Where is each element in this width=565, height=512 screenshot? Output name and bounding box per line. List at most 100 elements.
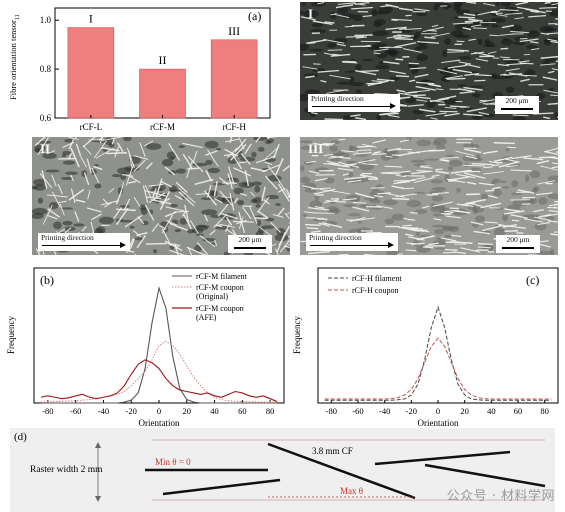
fibre-mark xyxy=(264,161,273,166)
fibre-mark xyxy=(550,40,558,44)
legend-b-entry-3: rCF-M coupon xyxy=(196,304,244,313)
fibre-mark xyxy=(103,202,112,208)
fibre-mark xyxy=(313,188,336,195)
fibre-mark xyxy=(320,80,327,83)
fibre-mark xyxy=(451,234,462,238)
fibre-mark xyxy=(445,75,463,80)
fibre-mark xyxy=(395,75,410,78)
micrograph-II-scalebar: 200 μm xyxy=(228,235,272,253)
xtick-label: 20 xyxy=(460,406,469,416)
fibre-mark xyxy=(219,190,234,207)
pore-mark xyxy=(202,238,216,242)
pore-mark xyxy=(430,179,443,184)
fibre-mark xyxy=(362,44,371,48)
fibre-mark xyxy=(350,114,361,117)
fibre-mark xyxy=(483,2,495,7)
bar-rCF-M xyxy=(139,68,186,119)
pore-mark xyxy=(122,137,132,142)
fibre-mark xyxy=(41,170,48,189)
fibre-mark xyxy=(536,180,556,185)
fibre-mark xyxy=(379,111,398,115)
panel-d-background xyxy=(10,428,555,512)
legend-b-entry-2b: (Original) xyxy=(196,292,228,301)
fibre-mark xyxy=(302,66,318,70)
panel-b-legend: rCF-M filament rCF-M coupon (Original) r… xyxy=(172,272,248,322)
pore-mark xyxy=(432,141,441,146)
fibre-mark xyxy=(257,196,270,213)
fibre-mark xyxy=(323,38,345,44)
fibre-mark xyxy=(464,20,479,23)
fibre-mark xyxy=(458,61,472,65)
pore-mark xyxy=(176,168,187,174)
pore-mark xyxy=(547,175,558,183)
fibre-mark xyxy=(461,202,476,206)
pore-mark xyxy=(426,104,436,108)
fibre-mark xyxy=(398,226,419,229)
fibre-mark xyxy=(553,231,558,233)
pore-mark xyxy=(501,186,510,189)
fibre-mark xyxy=(307,206,330,211)
fibre-mark xyxy=(152,188,157,198)
fibre-mark xyxy=(115,190,123,205)
fibre-mark xyxy=(343,163,357,167)
fibre-mark xyxy=(473,230,490,235)
fibre-mark xyxy=(382,172,401,175)
pore-mark xyxy=(371,8,378,17)
fibre-mark xyxy=(446,77,466,80)
fibre-mark xyxy=(450,169,472,174)
pore-mark xyxy=(458,56,472,60)
pore-mark xyxy=(252,181,262,186)
micrograph-III: III Printing direction 200 μm xyxy=(300,137,558,255)
fibre-mark xyxy=(39,173,53,189)
pore-mark xyxy=(300,145,315,150)
fibre-mark xyxy=(308,170,320,175)
fibre-mark xyxy=(51,191,61,208)
pore-mark xyxy=(348,172,354,177)
fibre-mark xyxy=(459,90,475,94)
raster-arrow-down xyxy=(95,496,101,502)
fibre-mark xyxy=(306,160,317,164)
fibre-mark xyxy=(186,161,193,178)
fibre-mark xyxy=(68,188,85,201)
panel-c-ylabel: Frequency xyxy=(292,316,302,354)
fibre-mark xyxy=(233,197,239,204)
pore-mark xyxy=(425,101,437,106)
fibre-mark xyxy=(521,203,531,205)
fibre-mark xyxy=(373,52,381,55)
fibre-mark xyxy=(435,170,449,175)
fibre-mark xyxy=(414,8,430,12)
fibre-mark xyxy=(266,252,272,255)
fibre-mark xyxy=(70,188,76,203)
fibre-mark xyxy=(383,61,400,65)
pore-mark xyxy=(310,29,326,34)
fibre-mark xyxy=(52,248,57,255)
bar-numeral: III xyxy=(228,24,240,38)
fibre-mark xyxy=(395,37,414,41)
fibre-mark xyxy=(536,159,550,165)
panel-c-legend: rCF-H filament rCF-H coupon xyxy=(328,274,402,295)
fibre-mark xyxy=(124,198,131,210)
fibre-mark xyxy=(272,213,284,218)
fibre-mark xyxy=(464,148,482,154)
fibre-mark xyxy=(406,242,420,245)
pore-mark xyxy=(65,171,78,176)
fibre-mark xyxy=(166,220,178,226)
fibre-mark xyxy=(42,205,53,225)
micrograph-I-label: I xyxy=(308,6,314,21)
fibre-mark xyxy=(330,13,337,16)
fibre-mark xyxy=(471,24,482,28)
xtick-label: -80 xyxy=(42,406,53,416)
fibre-mark xyxy=(136,235,146,249)
pore-mark xyxy=(416,139,432,147)
pore-mark xyxy=(330,208,341,214)
fibre-mark xyxy=(333,13,350,19)
fibre-mark xyxy=(503,73,523,76)
fibre-mark xyxy=(492,186,501,190)
fibre-mark xyxy=(321,143,334,146)
fibre-mark xyxy=(328,162,350,168)
fibre-mark xyxy=(359,217,376,221)
pore-mark xyxy=(309,200,322,208)
pore-mark xyxy=(62,220,73,226)
fibre-mark xyxy=(445,248,458,251)
fibre-mark xyxy=(547,38,558,42)
